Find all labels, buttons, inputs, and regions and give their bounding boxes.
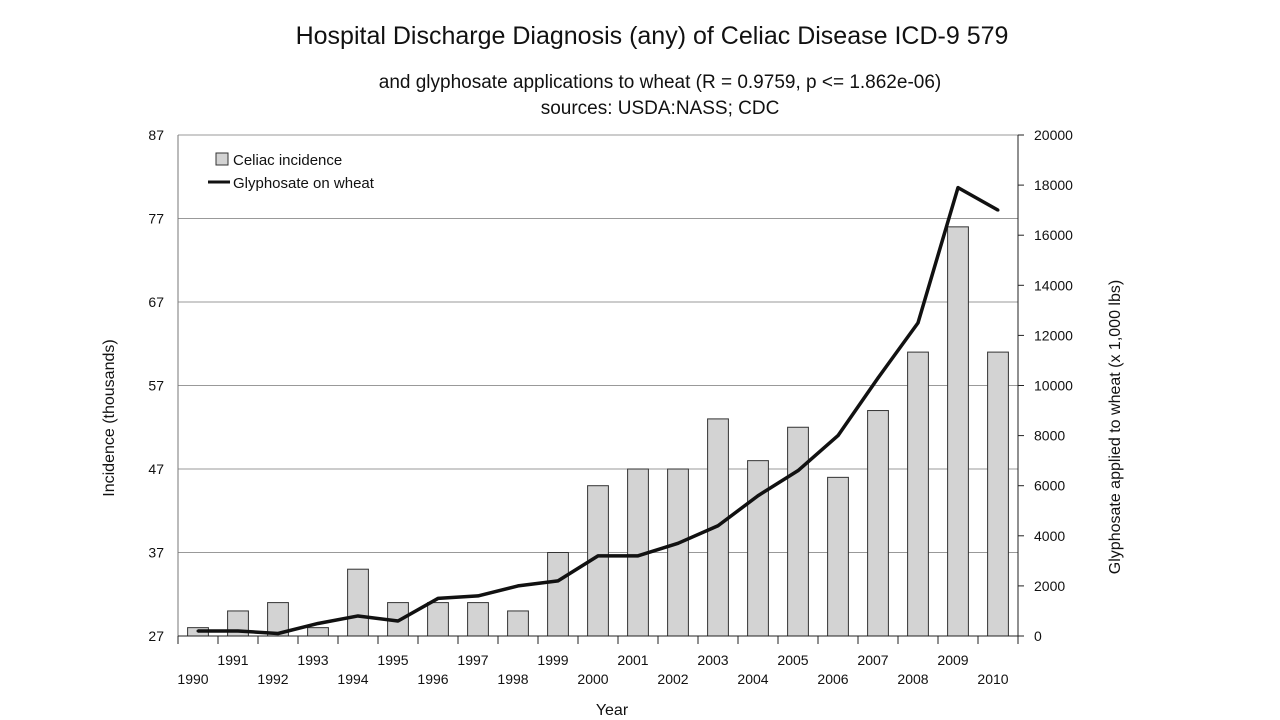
glyphosate-point-2002	[676, 541, 680, 545]
glyphosate-point-2004	[756, 494, 760, 498]
bar-celiac-1996	[427, 602, 449, 637]
x-tick-label: 2006	[817, 671, 848, 687]
x-tick-label: 1997	[457, 652, 488, 668]
y2-tick-label: 6000	[1034, 478, 1065, 494]
bar-celiac-2009	[947, 226, 969, 637]
y2-tick-label: 4000	[1034, 528, 1065, 544]
glyphosate-point-2001	[636, 554, 640, 558]
legend-line-label: Glyphosate on wheat	[233, 175, 375, 192]
y-tick-label: 87	[148, 127, 164, 143]
y-tick-label: 37	[148, 545, 164, 561]
x-tick-label: 2000	[577, 671, 608, 687]
bar-celiac-2006	[827, 476, 849, 637]
x-tick-label: 2010	[977, 671, 1008, 687]
x-tick-label: 1992	[257, 671, 288, 687]
x-tick-label: 1995	[377, 652, 408, 668]
x-ticks: 1990 1991 1992 1993 1994 1995 1996 1997 1998 1999…	[177, 636, 1019, 687]
y-ticks: 27 37 47 57 67 77 87	[148, 127, 164, 644]
y2-tick-label: 12000	[1034, 327, 1073, 343]
glyphosate-point-2009	[956, 186, 960, 190]
bar-celiac-1994	[347, 568, 369, 637]
glyphosate-point-1997	[476, 594, 480, 598]
x-tick-label: 1990	[177, 671, 208, 687]
glyphosate-point-2010	[996, 208, 1000, 212]
y2-ticks: 0 2000 4000 6000 8000 10000 12000 14000 16000 180…	[1018, 127, 1073, 644]
x-tick-label: 2008	[897, 671, 928, 687]
y2-tick-label: 14000	[1034, 277, 1073, 293]
glyphosate-point-1995	[396, 619, 400, 623]
line-series	[196, 185, 1000, 636]
x-axis-label: Year	[596, 702, 629, 719]
glyphosate-point-2006	[836, 434, 840, 438]
bars	[187, 226, 1009, 637]
glyphosate-point-2000	[596, 554, 600, 558]
y-tick-label: 77	[148, 211, 164, 227]
x-tick-label: 1991	[217, 652, 248, 668]
x-tick-label: 1999	[537, 652, 568, 668]
legend-bar-swatch	[215, 152, 229, 166]
glyphosate-point-1990	[196, 629, 200, 633]
bar-celiac-1998	[507, 610, 529, 637]
glyphosate-point-2005	[796, 469, 800, 473]
grid	[178, 134, 1018, 637]
y2-tick-label: 20000	[1034, 127, 1073, 143]
y-tick-label: 27	[148, 628, 164, 644]
y2-tick-label: 10000	[1034, 378, 1073, 394]
x-tick-label: 2003	[697, 652, 728, 668]
bar-celiac-2004	[747, 460, 769, 637]
chart-source: sources: USDA:NASS; CDC	[541, 98, 780, 119]
y2-axis-label: Glyphosate applied to wheat (x 1,000 lbs…	[1107, 280, 1124, 574]
glyphosate-point-1996	[436, 596, 440, 600]
glyphosate-point-1991	[236, 629, 240, 633]
x-tick-label: 2009	[937, 652, 968, 668]
x-tick-label: 2001	[617, 652, 648, 668]
chart-subtitle: and glyphosate applications to wheat (R …	[379, 72, 941, 93]
bar-celiac-2002	[667, 468, 689, 637]
y-tick-label: 57	[148, 378, 164, 394]
x-tick-label: 1998	[497, 671, 528, 687]
glyphosate-point-1994	[356, 614, 360, 618]
y-axis-label: Incidence (thousands)	[101, 339, 118, 496]
legend: Celiac incidence Glyphosate on wheat	[208, 152, 375, 192]
glyphosate-point-2003	[716, 524, 720, 528]
bar-celiac-1997	[467, 602, 489, 637]
bar-celiac-1993	[307, 627, 329, 637]
glyphosate-point-2008	[916, 321, 920, 325]
x-tick-label: 1993	[297, 652, 328, 668]
x-tick-label: 1996	[417, 671, 448, 687]
bar-celiac-2010	[987, 351, 1009, 637]
x-tick-label: 2002	[657, 671, 688, 687]
x-tick-label: 2005	[777, 652, 808, 668]
bar-celiac-2008	[907, 351, 929, 637]
bar-celiac-2007	[867, 410, 889, 637]
y2-tick-label: 18000	[1034, 177, 1073, 193]
x-tick-label: 2004	[737, 671, 768, 687]
chart-title: Hospital Discharge Diagnosis (any) of Ce…	[296, 22, 1009, 50]
x-tick-label: 1994	[337, 671, 368, 687]
y2-tick-label: 16000	[1034, 227, 1073, 243]
y-tick-label: 67	[148, 294, 164, 310]
bar-celiac-2005	[787, 426, 809, 637]
legend-bar-label: Celiac incidence	[233, 152, 342, 169]
glyphosate-point-1992	[276, 631, 280, 635]
y2-tick-label: 8000	[1034, 428, 1065, 444]
bar-celiac-1999	[547, 552, 569, 637]
glyphosate-point-2007	[876, 376, 880, 380]
y2-tick-label: 0	[1034, 628, 1042, 644]
y2-tick-label: 2000	[1034, 578, 1065, 594]
glyphosate-point-1993	[316, 621, 320, 625]
glyphosate-point-1998	[516, 584, 520, 588]
y-tick-label: 47	[148, 461, 164, 477]
x-tick-label: 2007	[857, 652, 888, 668]
glyphosate-point-1999	[556, 579, 560, 583]
